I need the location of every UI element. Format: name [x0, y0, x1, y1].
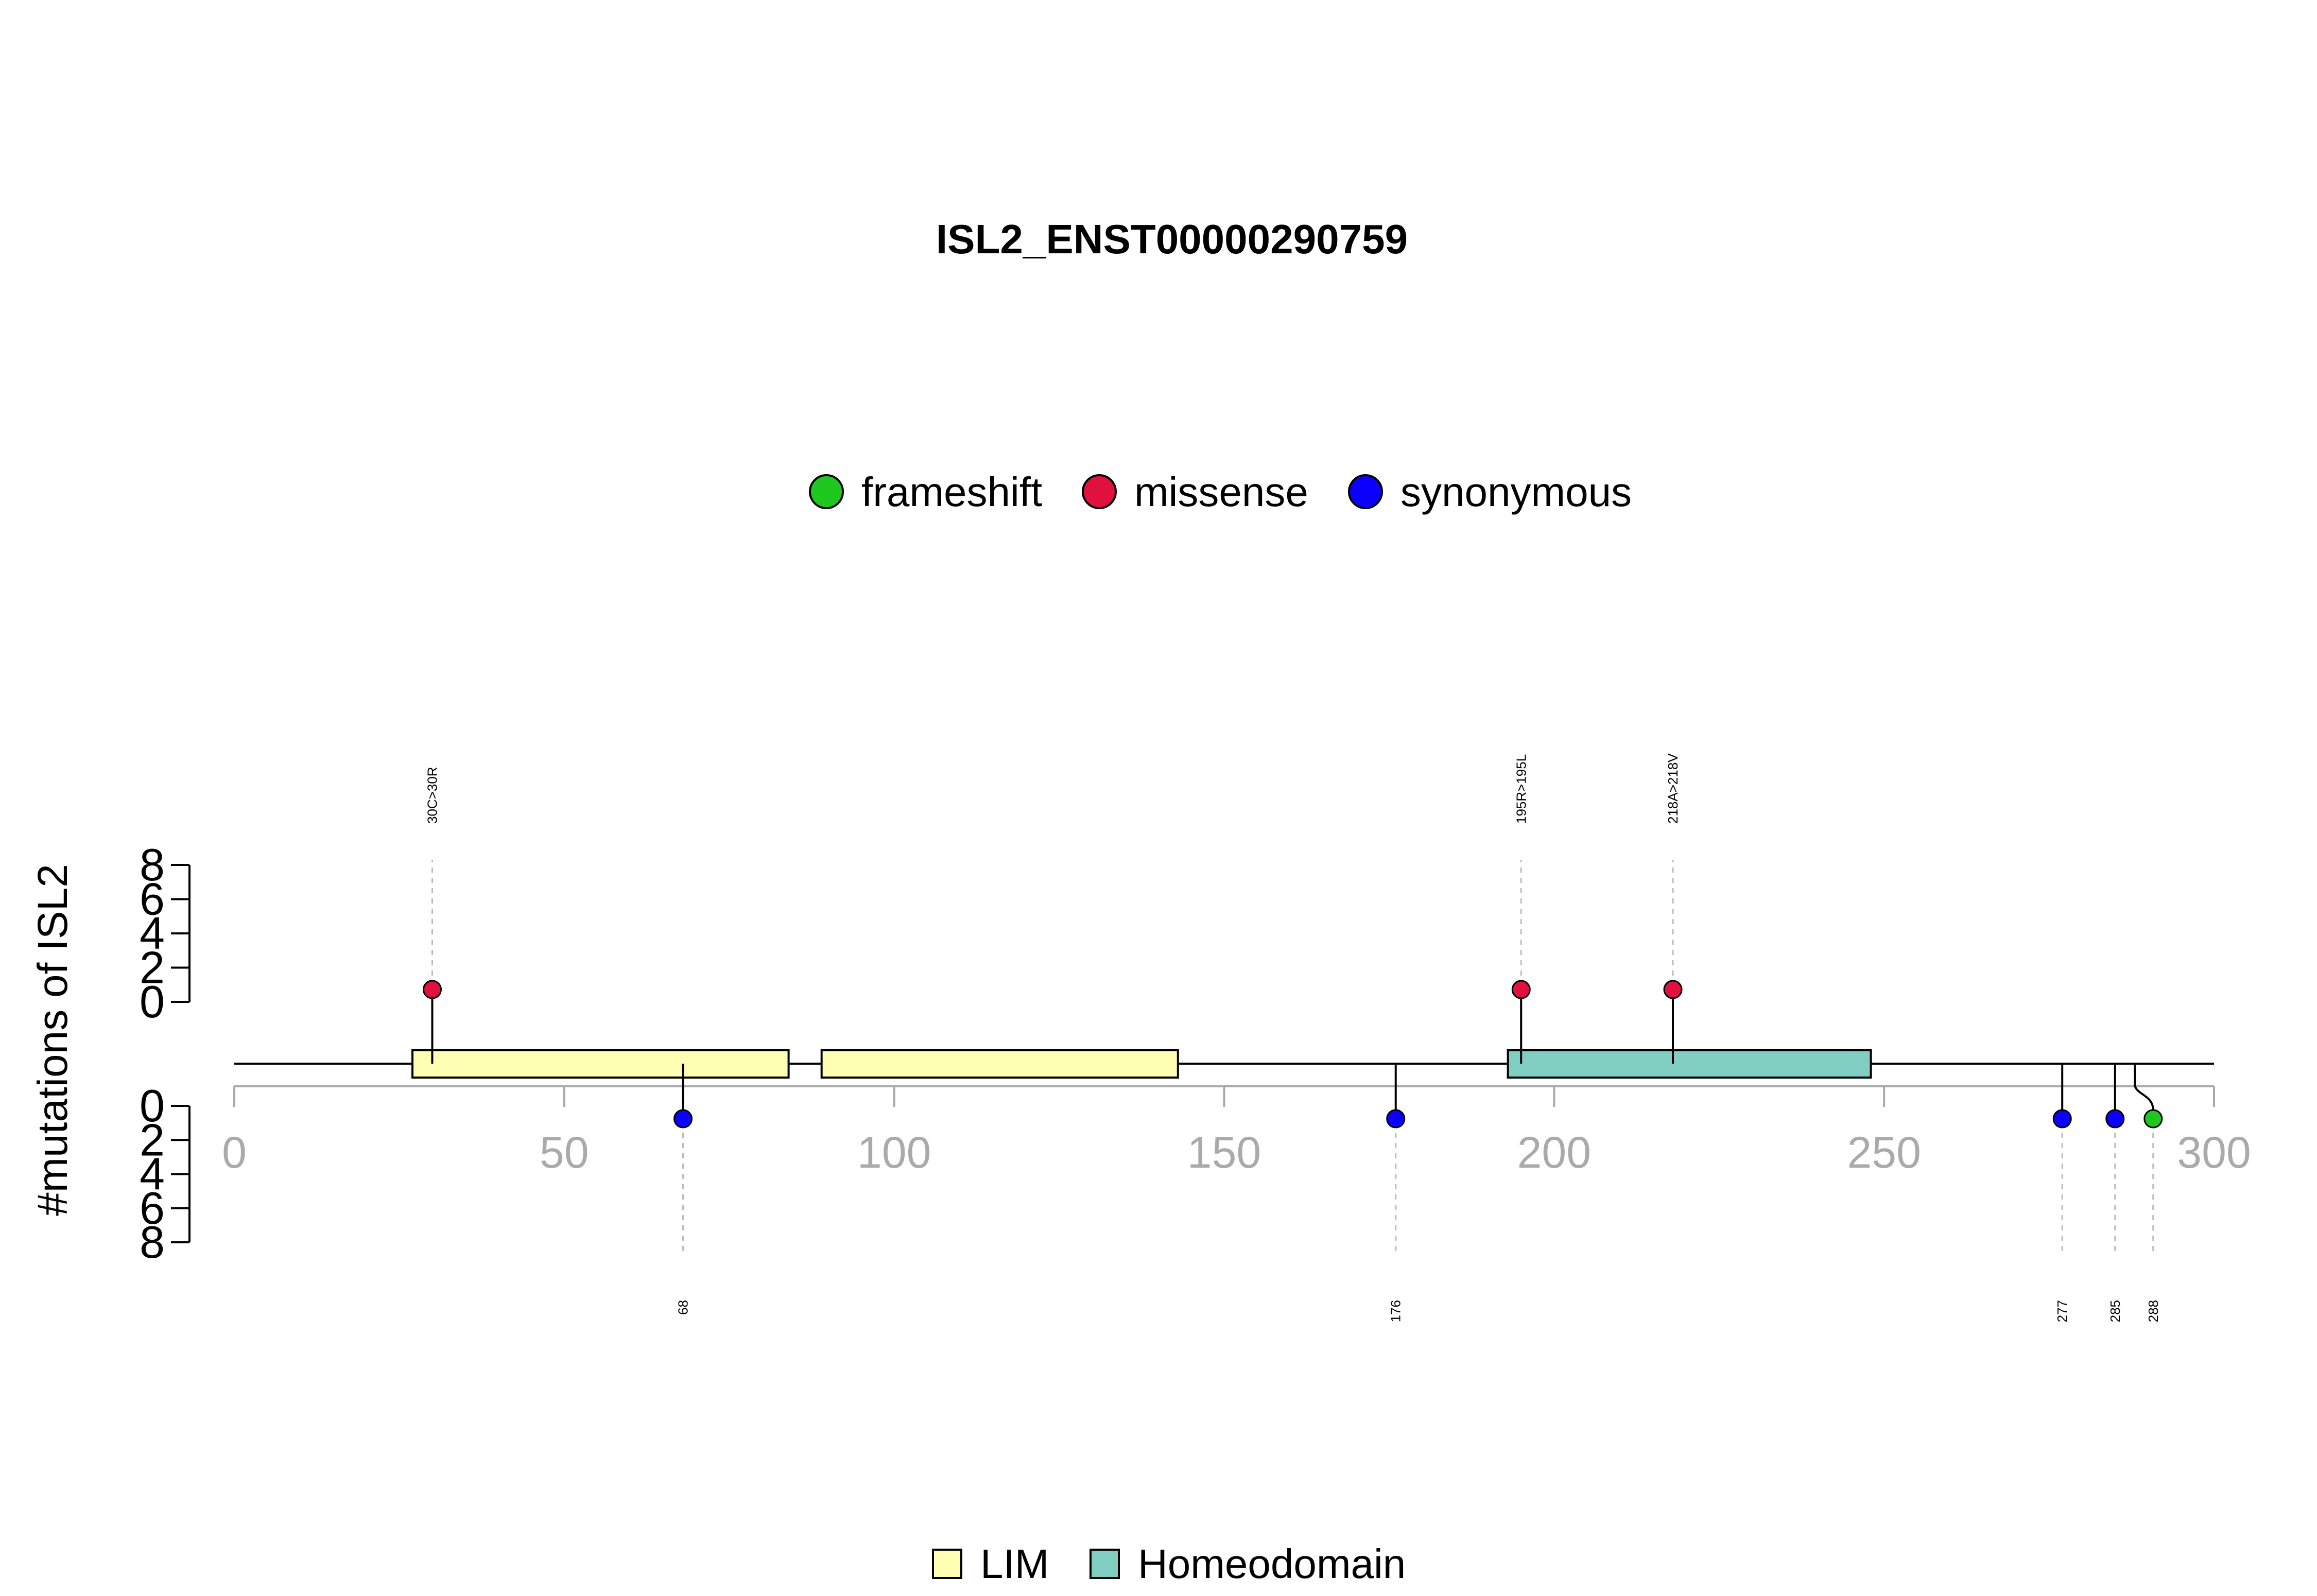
- chart-title: ISL2_ENST00000290759: [936, 216, 1408, 262]
- bottom-y-tick-label: 0: [140, 1080, 165, 1131]
- x-tick-label: 0: [222, 1128, 247, 1177]
- mutation-label: 176: [1388, 1300, 1404, 1322]
- lollipop-288: 288: [2134, 1064, 2163, 1322]
- lollipop-277: 277: [2052, 1064, 2072, 1322]
- legend-label-missense: missense: [1134, 469, 1308, 515]
- domain-LIM: [820, 1049, 1179, 1079]
- legend-label-frameshift: frameshift: [861, 469, 1042, 515]
- x-tick-label: 300: [2177, 1128, 2251, 1177]
- lollipop-head-synonymous: [673, 1109, 693, 1129]
- mutation-label: 30C>30R: [425, 767, 440, 824]
- domains: [411, 1049, 1872, 1079]
- lollipop-head-missense: [1511, 980, 1531, 999]
- lollipop-68: 68: [673, 1064, 693, 1315]
- top-y-tick-label: 4: [140, 908, 165, 959]
- x-axis: 0 50 100 150 200 250 300: [222, 1085, 2251, 1177]
- x-tick-label: 150: [1187, 1128, 1261, 1177]
- bottom-y-tick-label: 6: [140, 1183, 165, 1234]
- lollipop-195R>195L: 195R>195L: [1511, 754, 1531, 1064]
- mutation-lollipops: 30C>30R 195R>195L 218A>218V 68 176 277 285 288: [423, 753, 2163, 1322]
- x-tick-label: 50: [540, 1128, 589, 1177]
- domain-legend-key-LIM: [932, 1549, 962, 1579]
- top-y-tick-label: 0: [140, 976, 165, 1027]
- lollipop-head-synonymous: [2052, 1109, 2072, 1129]
- domain-legend-label-Homeodomain: Homeodomain: [1138, 1541, 1406, 1587]
- x-tick-label: 250: [1847, 1128, 1921, 1177]
- mutation-label: 218A>218V: [1665, 753, 1681, 824]
- domain-legend-key-Homeodomain: [1090, 1549, 1120, 1579]
- y-axis-label: #mutations of ISL2: [29, 864, 76, 1216]
- mutation-label: 68: [676, 1300, 691, 1315]
- mutation-label: 288: [2146, 1300, 2161, 1322]
- mutation-type-legend: frameshift missense synonymous: [809, 469, 1632, 515]
- top-y-tick-label: 6: [140, 874, 165, 925]
- mutation-label: 195R>195L: [1513, 754, 1529, 824]
- lollipop-head-missense: [423, 980, 442, 999]
- lollipop-head-synonymous: [1386, 1109, 1406, 1129]
- mutation-label: 285: [2107, 1300, 2123, 1322]
- domain-legend: LIM Homeodomain: [932, 1541, 1406, 1587]
- mutation-label: 277: [2054, 1300, 2070, 1322]
- domain-legend-label-LIM: LIM: [980, 1541, 1049, 1587]
- lollipop-176: 176: [1386, 1064, 1406, 1322]
- x-tick-label: 200: [1517, 1128, 1592, 1177]
- lollipop-30C>30R: 30C>30R: [423, 767, 442, 1064]
- legend-marker-frameshift: [809, 474, 844, 509]
- lollipop-stem: [2134, 1064, 2154, 1111]
- legend-marker-missense: [1082, 474, 1117, 509]
- domain-Homeodomain: [1507, 1049, 1872, 1079]
- lollipop-285: 285: [2105, 1064, 2125, 1322]
- bottom-y-tick-label: 4: [140, 1149, 165, 1200]
- x-tick-label: 100: [857, 1128, 931, 1177]
- bottom-y-tick-label: 8: [140, 1217, 165, 1268]
- lollipop-head-frameshift: [2143, 1109, 2163, 1129]
- lollipop-head-missense: [1663, 980, 1683, 999]
- domain-LIM: [411, 1049, 790, 1079]
- lollipop-head-synonymous: [2105, 1109, 2125, 1129]
- legend-marker-synonymous: [1348, 474, 1383, 509]
- top-y-tick-label: 2: [140, 942, 165, 993]
- bottom-y-tick-label: 2: [140, 1114, 165, 1165]
- top-y-tick-label: 8: [140, 839, 165, 890]
- legend-label-synonymous: synonymous: [1400, 469, 1632, 515]
- lollipop-218A>218V: 218A>218V: [1663, 753, 1683, 1064]
